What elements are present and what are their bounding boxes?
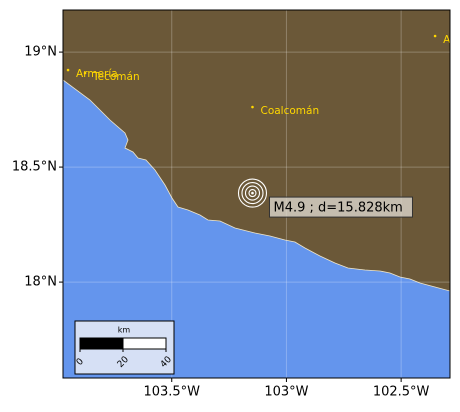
scale-bar-label: 0 bbox=[75, 357, 86, 368]
earthquake-ring bbox=[248, 189, 257, 198]
city-label: A bbox=[443, 34, 451, 46]
city-marker bbox=[66, 68, 70, 72]
earthquake-ring bbox=[241, 182, 264, 205]
earthquake-epicenter bbox=[251, 191, 254, 195]
y-tick-label: 18°N bbox=[24, 275, 57, 290]
city-marker bbox=[83, 71, 87, 75]
scale-bar-unit: km bbox=[118, 326, 131, 335]
x-tick-label: 103°W bbox=[264, 385, 308, 400]
x-tick-label: 102.5°W bbox=[373, 385, 430, 400]
city-label: Coalcomán bbox=[260, 105, 319, 117]
annotation-label: M4.9 ; d=15.828km bbox=[273, 201, 402, 216]
city-label: Armería bbox=[76, 68, 118, 80]
annotation-box bbox=[268, 196, 413, 218]
scale-bar-segment bbox=[122, 337, 167, 350]
earthquake-ring bbox=[244, 185, 261, 201]
y-tick-label: 18.5°N bbox=[12, 160, 57, 175]
city-marker bbox=[251, 105, 254, 109]
city-label: Tecomán bbox=[92, 71, 140, 83]
city-marker bbox=[433, 34, 437, 38]
x-tick-label: 103.5°W bbox=[143, 385, 200, 400]
land bbox=[63, 10, 450, 292]
frame bbox=[62, 9, 451, 379]
scale-bar-segment bbox=[79, 337, 124, 350]
y-tick-label: 19°N bbox=[24, 45, 57, 60]
earthquake-ring bbox=[237, 178, 268, 208]
